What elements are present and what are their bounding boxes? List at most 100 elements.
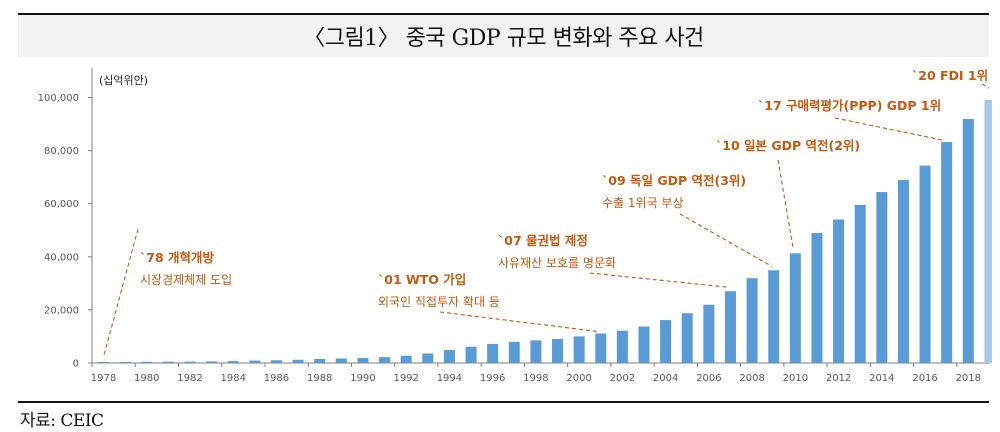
gdp-bar-chart: 0 20,000 40,000 60,000 80,000 100,000 1978 1980… <box>38 68 992 384</box>
bar-1988 <box>314 359 326 363</box>
bar-2015 <box>897 180 909 363</box>
footer-rule <box>18 401 989 403</box>
bar-2016 <box>919 165 931 363</box>
y-tick-label: 80,000 <box>44 146 79 157</box>
bar-2004 <box>660 320 672 363</box>
figure-title-box: 〈그림1〉 중국 GDP 규모 변화와 주요 사건 <box>18 13 989 57</box>
source-note: 자료: CEIC <box>20 411 104 431</box>
y-tick-label: 40,000 <box>44 252 79 263</box>
annotation-subtitle: 사유재산 보호를 명문화 <box>498 256 616 270</box>
annotation-2010: `10 일본 GDP 역전(2위) <box>716 138 860 153</box>
x-tick-label: 2002 <box>610 373 635 384</box>
x-tick-label: 1980 <box>134 373 159 384</box>
x-tick-label: 1996 <box>480 373 505 384</box>
bar-1991 <box>379 357 391 363</box>
bar-2012 <box>833 219 845 363</box>
leader-1978 <box>102 228 139 358</box>
x-tick-label: 2012 <box>826 373 851 384</box>
bar-1987 <box>292 359 304 363</box>
y-tick-label: 20,000 <box>44 305 79 316</box>
x-tick-label: 1994 <box>437 373 462 384</box>
x-tick-label: 2018 <box>956 373 981 384</box>
x-tick-label: 1998 <box>523 373 548 384</box>
annotation-2007: `07 물권법 제정 사유재산 보호를 명문화 <box>498 233 616 270</box>
bar-1979 <box>119 361 131 363</box>
annotation-2001: `01 WTO 가입 외국인 직접투자 확대 등 <box>378 272 500 309</box>
leader-2009 <box>679 213 772 267</box>
annotation-leaders <box>102 83 990 358</box>
bar-1981 <box>162 361 174 363</box>
bar-2009 <box>768 270 780 363</box>
x-tick-label: 2016 <box>912 373 937 384</box>
annotation-subtitle: 외국인 직접투자 확대 등 <box>378 295 500 309</box>
bar-1983 <box>206 361 218 363</box>
annotation-title: `78 개혁개방 <box>140 250 214 265</box>
x-tick-label: 1986 <box>264 373 289 384</box>
bar-2003 <box>638 326 650 363</box>
annotation-title: `01 WTO 가입 <box>378 272 466 287</box>
x-tick-label: 2000 <box>566 373 591 384</box>
annotation-1978: `78 개혁개방 시장경제체제 도입 <box>140 250 232 287</box>
bar-2005 <box>681 313 693 363</box>
bar-1978 <box>98 362 109 363</box>
axes: 0 20,000 40,000 60,000 80,000 100,000 1978 1980… <box>38 68 990 384</box>
annotation-title: `07 물권법 제정 <box>498 233 588 248</box>
bar-1993 <box>422 353 434 363</box>
figure-title: 〈그림1〉 중국 GDP 규모 변화와 주요 사건 <box>303 26 704 51</box>
bar-1997 <box>508 341 520 363</box>
bar-1994 <box>443 350 455 363</box>
bar-1995 <box>465 346 477 363</box>
bar-2000 <box>573 336 585 363</box>
bar-2001 <box>595 333 607 363</box>
x-tick-label: 1982 <box>177 373 202 384</box>
bar-1985 <box>249 360 261 363</box>
x-tick-label: 1984 <box>220 373 245 384</box>
annotation-2009: `09 독일 GDP 역전(3위) 수출 1위국 부상 <box>602 173 746 210</box>
bar-2014 <box>876 192 888 363</box>
annotation-subtitle: 시장경제체제 도입 <box>140 273 232 287</box>
annotation-2017: `17 구매력평가(PPP) GDP 1위 <box>758 98 941 113</box>
bar-2013 <box>854 204 866 363</box>
bar-1998 <box>530 340 542 363</box>
x-tick-label: 2010 <box>783 373 808 384</box>
x-tick-label: 1990 <box>350 373 375 384</box>
bar-2006 <box>703 304 715 363</box>
y-tick-label: 0 <box>73 359 79 370</box>
annotation-title: `17 구매력평가(PPP) GDP 1위 <box>758 98 941 113</box>
bar-1992 <box>400 355 412 363</box>
x-tick-label: 2004 <box>653 373 678 384</box>
bar-2018 <box>962 118 974 364</box>
bar-2010 <box>789 253 801 363</box>
annotation-title: `10 일본 GDP 역전(2위) <box>716 138 860 153</box>
leader-2017 <box>834 117 943 141</box>
bar-1984 <box>227 361 239 363</box>
bar-2002 <box>616 330 628 363</box>
x-tick-label: 1978 <box>91 373 116 384</box>
annotation-title: `09 독일 GDP 역전(3위) <box>602 173 746 188</box>
annotation-title: `20 FDI 1위 <box>912 68 988 83</box>
x-tick-label: 2014 <box>869 373 894 384</box>
bar-1989 <box>335 358 347 363</box>
bar-1996 <box>487 343 499 363</box>
bar-1986 <box>270 360 282 363</box>
x-tick-label: 2006 <box>696 373 721 384</box>
y-tick-label: 100,000 <box>38 93 79 104</box>
bar-2008 <box>746 278 758 363</box>
bar-1982 <box>184 361 196 363</box>
bar-1999 <box>552 338 564 363</box>
leader-2007 <box>589 272 729 288</box>
x-tick-label: 1988 <box>307 373 332 384</box>
annotation-subtitle: 수출 1위국 부상 <box>602 196 684 210</box>
bar-2017 <box>941 142 953 363</box>
leader-2001 <box>439 311 599 333</box>
bar-1980 <box>141 361 153 363</box>
bar-2007 <box>724 291 736 363</box>
bar-1990 <box>357 357 369 363</box>
x-tick-label: 2008 <box>739 373 764 384</box>
x-tick-label: 1992 <box>393 373 418 384</box>
annotation-2020: `20 FDI 1위 <box>912 68 988 83</box>
y-tick-label: 60,000 <box>44 199 79 210</box>
leader-2010 <box>777 159 794 250</box>
bar-2011 <box>811 233 823 363</box>
leader-2020 <box>981 83 990 89</box>
